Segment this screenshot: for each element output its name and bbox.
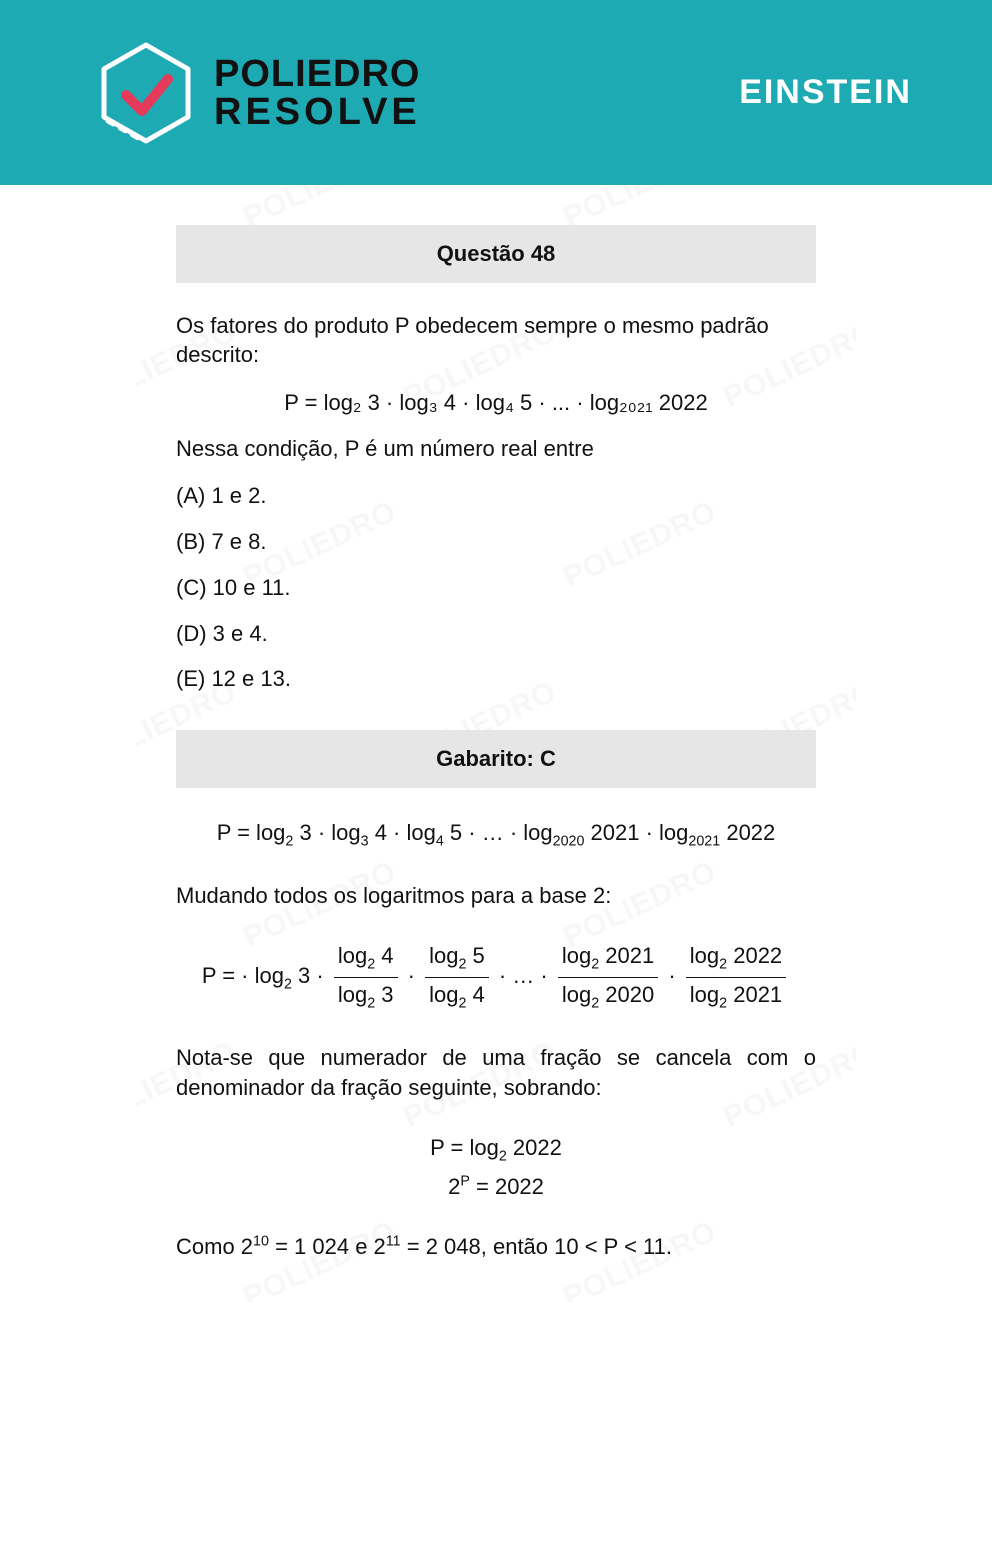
option-c: (C) 10 e 11. [176, 573, 816, 603]
answer-title-bar: Gabarito: C [176, 730, 816, 788]
brand-text: POLIEDRO RESOLVE [214, 55, 421, 131]
option-b: (B) 7 e 8. [176, 527, 816, 557]
options-list: (A) 1 e 2. (B) 7 e 8. (C) 10 e 11. (D) 3… [176, 481, 816, 693]
solution-eq1: P = log2 3 · log3 4 · log4 5 · … · log20… [176, 818, 816, 852]
brand-line2: RESOLVE [214, 93, 421, 131]
brand-logo: POLIEDRO RESOLVE [100, 41, 421, 145]
solution-eq2: P = · log2 3 · log2 4log2 3 · log2 5log2… [176, 941, 816, 1013]
solution-result: P = log2 2022 2P = 2022 [176, 1133, 816, 1202]
question-title-bar: Questão 48 [176, 225, 816, 283]
solution-result1: P = log2 2022 [176, 1133, 816, 1167]
question-formula: P = log₂ 3 · log₃ 4 · log₄ 5 · ... · log… [176, 388, 816, 418]
option-a: (A) 1 e 2. [176, 481, 816, 511]
option-e: (E) 12 e 13. [176, 664, 816, 694]
hexagon-check-icon [100, 41, 192, 145]
header-banner: POLIEDRO RESOLVE EINSTEIN [0, 0, 992, 185]
solution-result2: 2P = 2022 [176, 1172, 816, 1202]
question-condition: Nessa condição, P é um número real entre [176, 434, 816, 464]
option-d: (D) 3 e 4. [176, 619, 816, 649]
solution-cancel-note: Nota-se que numerador de uma fração se c… [176, 1043, 816, 1102]
brand-line1: POLIEDRO [214, 55, 421, 93]
exam-name: EINSTEIN [739, 73, 912, 112]
solution-conclusion: Como 210 = 1 024 e 211 = 2 048, então 10… [176, 1232, 816, 1262]
content-area: POLIEDROPOLIEDROPOLIEDROPOLIEDROPOLIEDRO… [176, 225, 816, 1262]
question-prompt: Os fatores do produto P obedecem sempre … [176, 311, 816, 370]
solution-step-base2: Mudando todos os logaritmos para a base … [176, 881, 816, 911]
